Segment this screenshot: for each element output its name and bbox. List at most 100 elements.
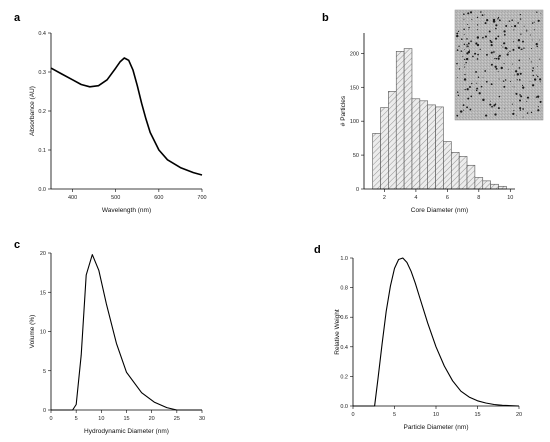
panel-b-bar <box>372 133 381 190</box>
panel-b-inset-particle <box>456 62 458 65</box>
panel-d-y-tick-label: 1.0 <box>340 256 348 262</box>
panel-b-inset-particle <box>462 104 465 107</box>
panel-b-inset-particle <box>468 85 471 88</box>
panel-a-y-tick-label: 0.0 <box>38 187 46 193</box>
panel-b-y-tick-label: 200 <box>350 51 359 57</box>
panel-b-inset-particle <box>520 33 522 35</box>
panel-b-inset-particle <box>498 19 501 22</box>
panel-b-inset-particle <box>468 49 471 51</box>
panel-b-inset-particle <box>512 86 514 88</box>
panel-c-y-axis-label: Volume (%) <box>29 315 36 349</box>
panel-b-bar <box>380 107 389 190</box>
panel-b-inset-particle <box>495 67 498 70</box>
panel-d-y-tick-label: 0.0 <box>340 404 348 410</box>
panel-b-x-tick-label: 2 <box>383 195 386 201</box>
panel-b-inset-particle <box>503 63 505 65</box>
panel-b-inset-particle <box>470 95 473 98</box>
panel-b-y-tick-label: 50 <box>353 153 359 159</box>
panel-b-inset-particle <box>456 34 459 38</box>
panel-b-bar <box>490 183 499 190</box>
panel-b-bar <box>388 91 397 190</box>
panel-b-inset-particle <box>497 58 500 60</box>
panel-b-inset-particle <box>529 81 531 82</box>
panel-b-inset-particle <box>480 11 482 13</box>
panel-b-inset-particle <box>484 14 486 16</box>
panel-b-inset-particle <box>494 57 496 60</box>
panel-b-inset-particle <box>477 53 479 56</box>
panel-b-inset-particle <box>536 95 540 98</box>
panel-b-inset-particle <box>467 42 470 45</box>
panel-b-inset-particle <box>463 33 465 35</box>
panel-b-bar <box>395 51 405 190</box>
panel-b-x-tick-label: 6 <box>446 195 449 201</box>
panel-b-inset-particle <box>476 82 478 84</box>
panel-b-inset-particle <box>495 24 498 27</box>
panel-b-inset-particle <box>531 69 534 72</box>
panel-b-inset-particle <box>519 13 522 16</box>
panel-a-x-tick-label: 400 <box>68 195 77 201</box>
panel-b-inset-particle <box>456 114 459 117</box>
panel-b-inset-particle <box>465 61 467 64</box>
panel-b-inset-particle <box>526 100 528 102</box>
panel-b-bar <box>419 100 429 190</box>
panel-b-inset-particle <box>530 61 532 63</box>
panel-b-inset-particle <box>504 79 507 81</box>
panel-b-inset-particle <box>489 100 491 102</box>
panel-d-y-tick-label: 0.6 <box>340 315 348 321</box>
panel-b-inset-particle <box>512 41 514 43</box>
panel-b-inset-particle <box>523 47 525 49</box>
panel-b-inset-particle <box>539 78 542 81</box>
panel-d-x-axis-label: Particle Diameter (nm) <box>403 424 468 431</box>
panel-b-inset-particle <box>521 84 524 86</box>
panel-b-inset-particle <box>537 19 540 22</box>
panel-b-inset-particle <box>464 48 465 50</box>
panel-a-letter: a <box>14 12 21 24</box>
panel-b-bar <box>427 104 436 190</box>
panel-b-inset-particle <box>464 73 466 76</box>
panel-b-inset-particle <box>518 99 522 102</box>
panel-b-inset-particle <box>526 29 528 31</box>
panel-b-inset-particle <box>486 53 488 56</box>
panel-b-inset-particle <box>490 41 493 44</box>
panel-b-inset-particle <box>485 80 488 83</box>
panel-b-inset-particle <box>466 38 468 40</box>
panel-c-x-tick-label: 10 <box>98 416 104 422</box>
panel-b-inset-particle <box>517 39 521 42</box>
panel-b-inset-particle <box>482 98 485 102</box>
panel-a: a 400 500 600 700 0.0 0.1 0.2 0.3 0.4 Wavelength (… <box>14 12 207 214</box>
panel-b-inset-particle <box>530 111 533 114</box>
panel-d-x-tick-label: 15 <box>474 412 480 418</box>
panel-b-inset-particle <box>467 12 470 15</box>
panel-b-inset-particle <box>476 24 479 26</box>
panel-b-inset-particle <box>514 74 516 76</box>
panel-b-inset-particle <box>463 43 466 46</box>
panel-d-x-tick-label: 0 <box>351 412 354 418</box>
panel-b-inset-particle <box>472 55 474 58</box>
panel-b-inset-particle <box>469 11 473 14</box>
panel-b-inset-particle <box>476 16 479 19</box>
panel-c-y-tick-label: 20 <box>40 251 46 257</box>
panel-b-inset-particle <box>512 112 515 115</box>
panel-b-inset-particle <box>480 85 483 88</box>
panel-c-x-tick-label: 20 <box>149 416 155 422</box>
panel-b-inset-particle <box>537 106 539 108</box>
panel-b-inset-particle <box>500 45 502 46</box>
panel-b-inset-particle <box>456 49 459 52</box>
panel-b-inset-particle <box>504 108 506 110</box>
panel-b-inset-particle <box>464 64 466 65</box>
panel-c-series-line <box>51 254 202 411</box>
panel-b-inset-particle <box>484 70 487 72</box>
panel-b-inset-particle <box>518 59 521 62</box>
panel-b-inset-particle <box>522 86 525 89</box>
panel-b-inset-particle <box>539 81 541 83</box>
panel-b-inset-particle <box>526 30 528 32</box>
panel-b-inset-particle <box>497 18 499 20</box>
panel-b-inset-particle <box>513 109 515 112</box>
panel-b-inset-particle <box>502 46 504 48</box>
panel-b-inset-particle <box>463 58 466 61</box>
panel-b-inset-particle <box>466 46 467 48</box>
panel-b-inset-particle <box>515 70 518 73</box>
panel-b-inset-particle <box>484 22 487 25</box>
panel-b-inset-particle <box>495 103 497 105</box>
